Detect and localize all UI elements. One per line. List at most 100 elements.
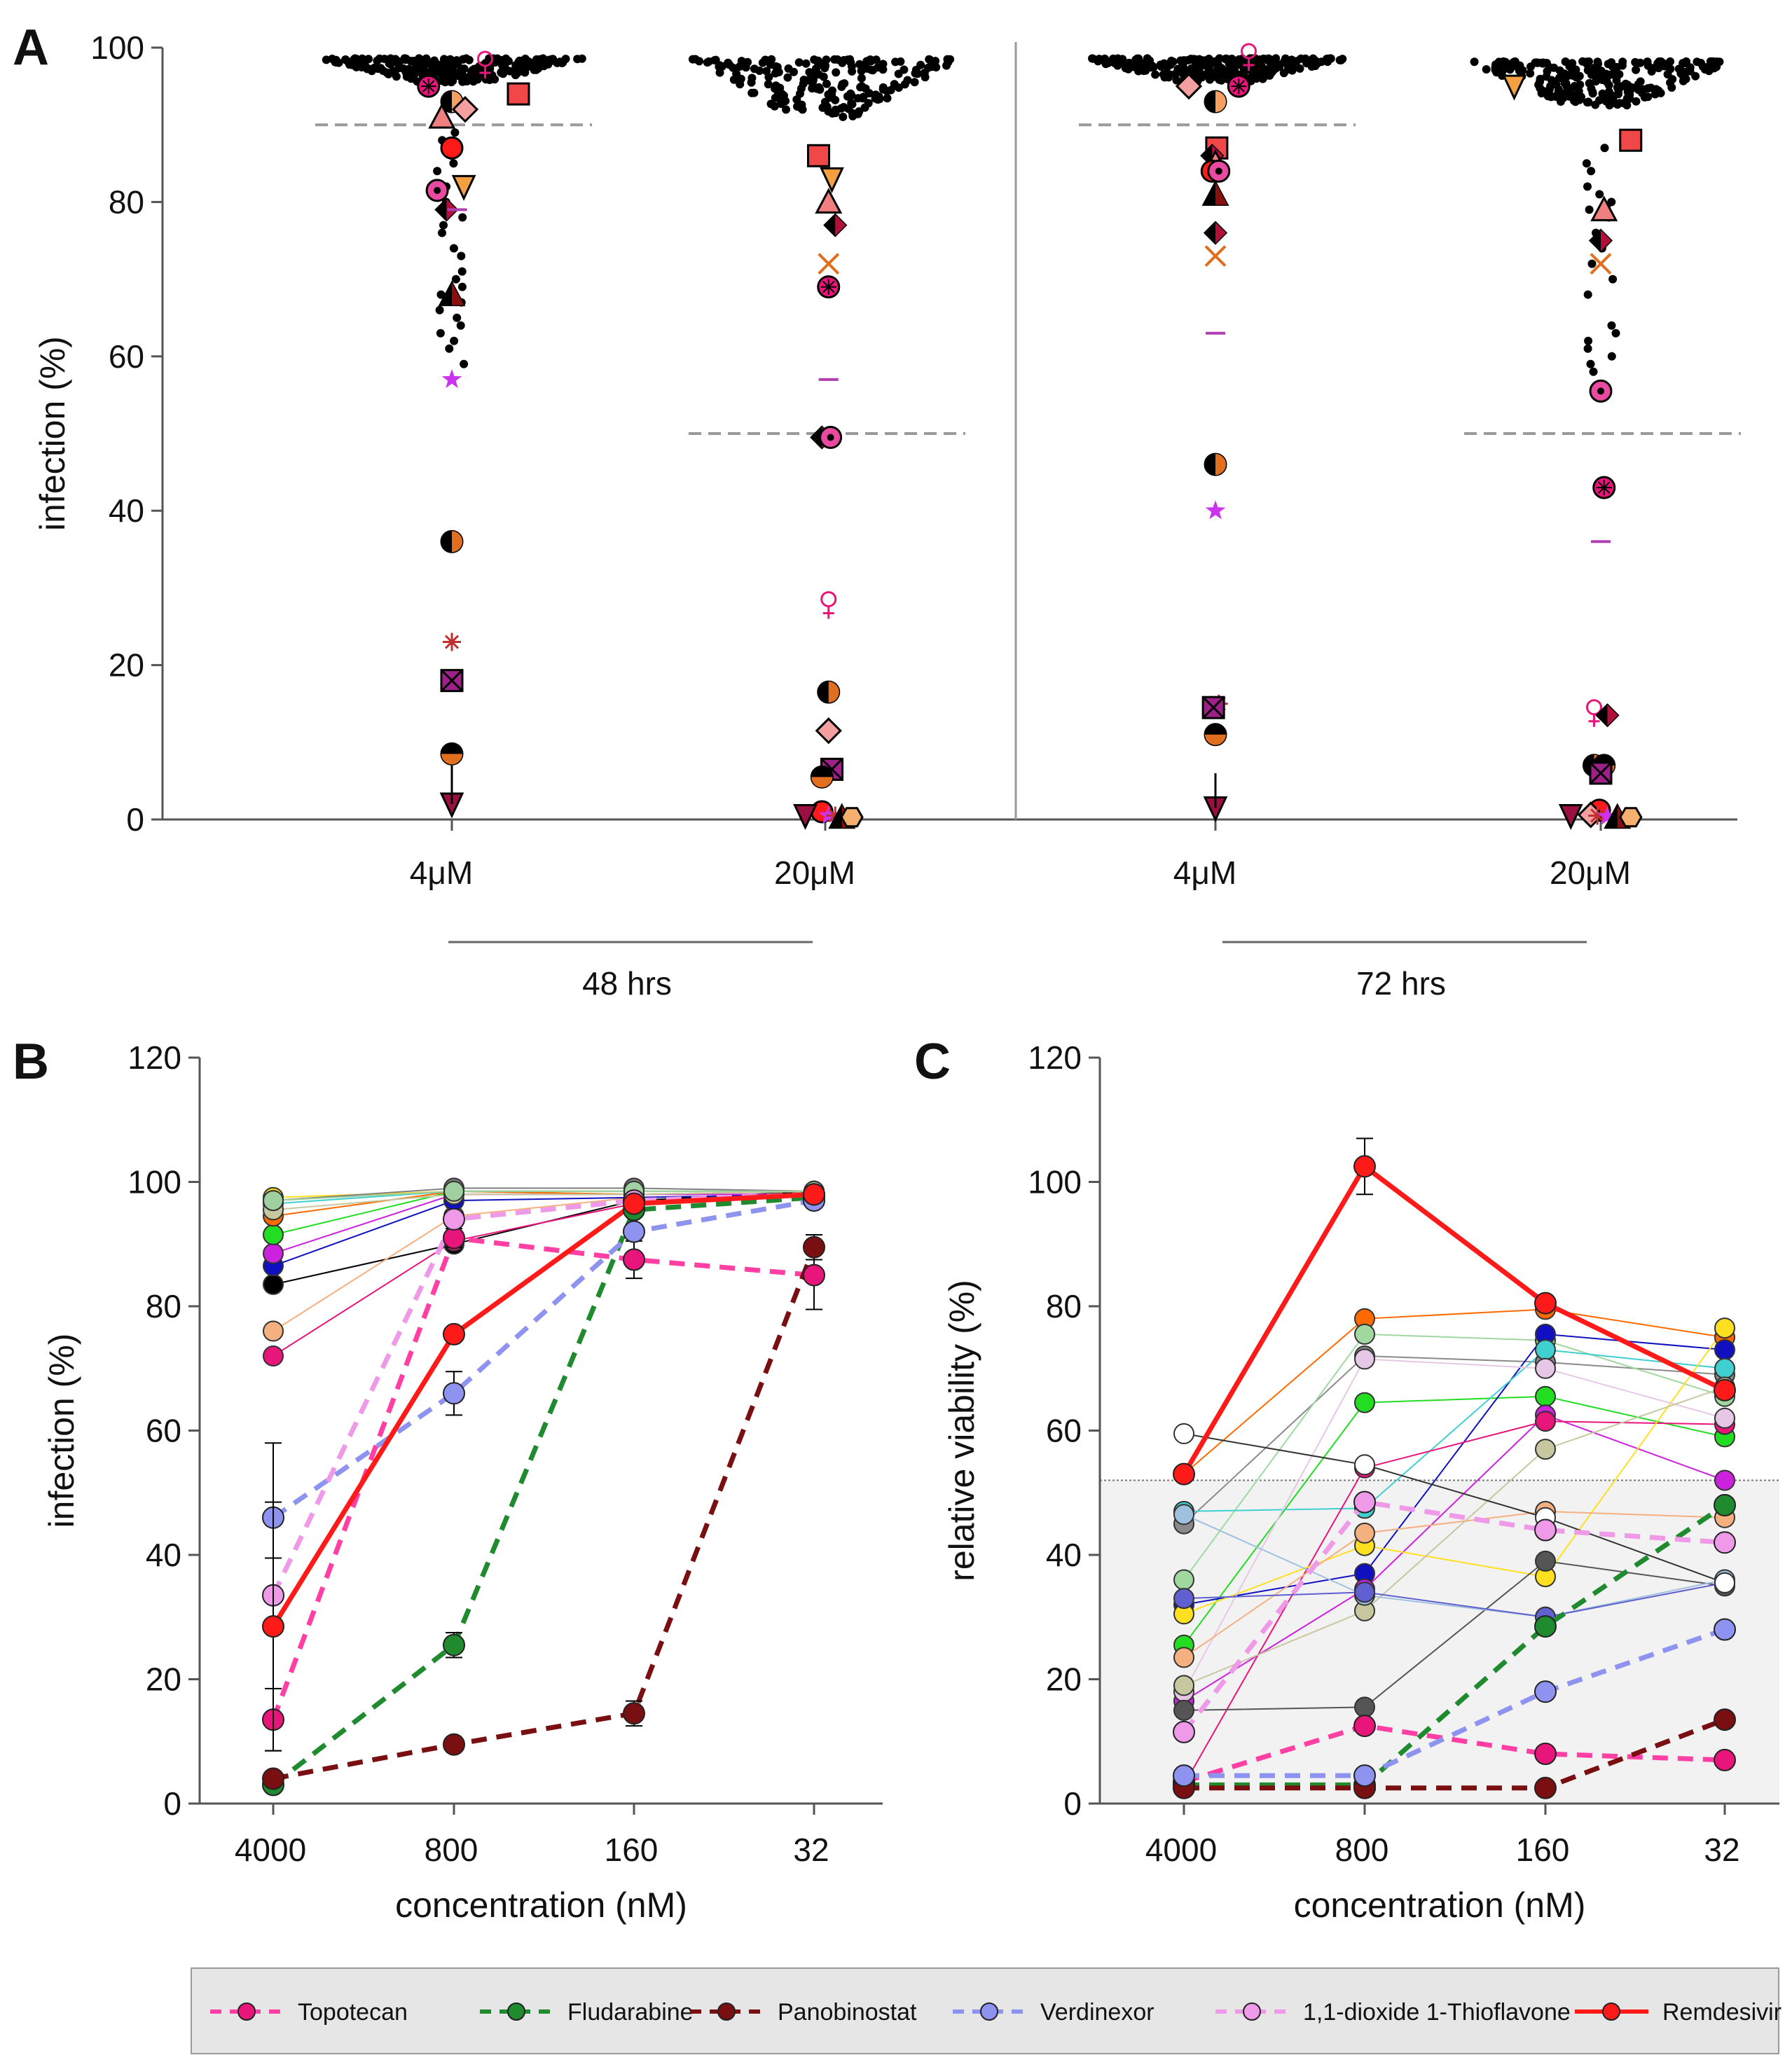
hit-triangle [815,188,843,214]
hit-marker [793,803,818,831]
screen-compound-point [811,64,820,73]
x-tick-label: 160 [1516,1832,1570,1868]
series-point-remdesivir [803,1183,825,1206]
hit-asterisk [1588,806,1607,825]
background-series-line [1183,1333,1725,1581]
hit-hexagon [1619,807,1643,828]
screen-compound-point [900,65,909,74]
hit-cross [1202,696,1225,719]
screen-compound-point [794,58,804,67]
hit-marker [1175,72,1203,100]
screen-compound-point [1538,58,1548,67]
legend-swatch-marker [507,2002,525,2021]
screen-compound-point [858,94,867,103]
screen-compound-point [1583,344,1592,353]
series-point-1-1-dioxide-1-thioflavone [1173,1720,1195,1743]
hit-marker [1597,805,1618,825]
screen-compound-point [438,228,446,237]
screen-compound-point [1604,81,1613,90]
x-tick-label: 32 [1704,1832,1739,1868]
background-series-point [1173,1675,1194,1696]
y-tick-label: 100 [127,1164,181,1200]
screen-compound-point [848,67,857,76]
screen-compound-point [913,69,922,78]
screen-compound-point [801,59,811,68]
hit-female-cross [1243,58,1255,71]
screen-compound-point [793,102,801,111]
hit-triangle-down [1558,803,1583,831]
screen-compound-point [1323,55,1332,64]
hit-marker [451,174,476,201]
background-series-point [263,1320,284,1342]
y-tick-label: 40 [146,1537,181,1573]
hit-diamond-half [1215,222,1226,244]
hit-marker [820,167,844,193]
background-series-point [1354,1323,1375,1345]
hit-diamond [451,96,479,123]
hit-marker [443,632,461,651]
hit-marker [1588,228,1613,253]
screen-compound-point [1560,89,1569,98]
screen-compound-point [1656,88,1665,97]
series-point-panobinostat [262,1767,284,1790]
y-tick-label: 0 [163,1785,181,1822]
screen-compound-point [1613,100,1622,109]
screen-compound-point [900,80,909,89]
hit-marker [441,368,462,388]
screen-compound-point [460,64,469,74]
background-series-line [1183,1333,1725,1605]
screen-compound-point [1215,75,1224,84]
hit-cross [1589,761,1613,784]
y-tick-label: 20 [146,1661,181,1698]
screen-compound-point [1591,77,1600,86]
hit-x [1590,253,1612,275]
series-point-topotecan [443,1226,465,1250]
hit-hexagon [840,807,864,828]
panel-a-axes: 0 20 40 60 80 100 infection (%) 4μM 20μM 4μM 20μM 4… [33,29,1741,1002]
screen-compound-point [1548,76,1556,85]
y-tick-label: 100 [90,29,144,66]
screen-compound-point [804,76,813,85]
hit-female-cross [822,606,834,619]
screen-compound-point [1640,92,1649,102]
series-point-panobinostat [623,1702,645,1725]
y-axis-title: infection (%) [42,1334,81,1528]
hit-square [506,82,530,106]
hit-diamond-half [1601,230,1611,251]
hit-female-ring [820,590,837,607]
screen-compound-point [1712,62,1721,71]
background-series-point [263,1273,284,1295]
hit-marker [1558,803,1583,831]
hit-diamond [1175,72,1203,100]
screen-compound-point [729,75,738,84]
series-point-remdesivir [1353,1155,1376,1178]
screen-compound-point [1197,73,1206,82]
screen-compound-point [857,74,866,83]
hit-marker [823,213,848,237]
hit-circle-half [1215,454,1227,476]
screen-compound-point [1224,57,1233,66]
background-series-point [1173,1569,1194,1591]
screen-compound-point [810,55,819,64]
screen-compound-point [1595,96,1604,105]
hit-star [1205,500,1226,520]
hit-marker [817,680,841,704]
screen-compound-point [1584,336,1593,345]
background-series-line [273,1190,814,1202]
time-label: 72 hrs [1356,965,1446,1002]
screen-compound-point [1536,74,1545,83]
series-line-1-1-dioxide-1-thioflavone [1182,1499,1725,1734]
hit-marker [506,82,530,106]
screen-compound-point [1566,60,1575,69]
series-point-remdesivir [443,1322,465,1345]
series-point-remdesivir [623,1192,645,1215]
screen-compound-point [1146,63,1155,72]
series-line-1-1-dioxide-1-thioflavone [270,1191,815,1597]
hit-asterisk [443,632,461,651]
hit-marker [477,50,493,79]
screen-compound-point [1151,70,1160,79]
panel-c-marks [1173,1137,1736,1799]
background-series-line [1183,1349,1725,1512]
legend-swatch-marker [237,2002,256,2021]
hit-circle-center [434,186,441,194]
